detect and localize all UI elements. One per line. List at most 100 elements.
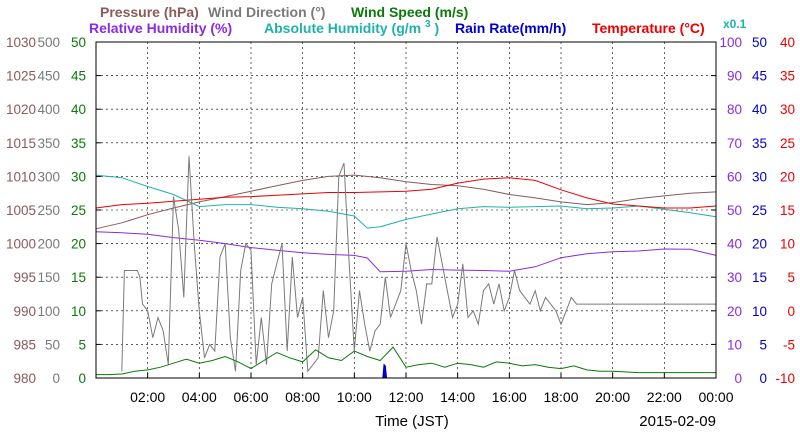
x-tick-label: 06:00 [233,389,268,405]
temperature-tick-label: 25 [780,136,795,151]
wind-direction-tick-label: 0 [52,371,60,386]
date-label: 2015-02-09 [639,413,716,430]
rain-rate-tick-label: 5 [759,337,767,352]
temperature-tick-label: 0 [787,304,795,319]
wind-direction-tick-label: 450 [37,69,60,84]
wind-direction-tick-label: 350 [37,136,60,151]
wind-speed-tick-label: 20 [71,237,86,252]
humidity-tick-label: 80 [727,102,742,117]
legend-absolute-humidity-tail: ) [434,20,439,36]
humidity-tick-label: 10 [727,337,742,352]
legend-row-2: Relative Humidity (%) Absolute Humidity … [89,14,747,36]
humidity-tick-label: 100 [719,35,742,50]
humidity-tick-label: 20 [727,304,742,319]
pressure-tick-label: 1000 [6,237,36,252]
wind-direction-tick-label: 300 [37,169,60,184]
x-tick-label: 16:00 [492,389,527,405]
series-absolute-humidity-g-m-x0-1 [95,174,717,229]
legend-temperature: Temperature (°C) [592,20,705,36]
rain-rate-tick-label: 10 [752,304,767,319]
x-tick-label: 02:00 [130,389,165,405]
rain-rate-tick-label: 40 [752,102,767,117]
series-pressure-hpa [95,174,717,230]
legend-row-1: Pressure (hPa) Wind Direction (°) Wind S… [100,4,468,20]
rain-rate-tick-label: 25 [752,203,767,218]
wind-speed-tick-label: 40 [71,102,86,117]
humidity-tick-label: 70 [727,136,742,151]
temperature-tick-label: 35 [780,69,795,84]
rain-rate-tick-label: 35 [752,136,767,151]
x-tick-label: 20:00 [595,389,630,405]
pressure-tick-label: 995 [13,270,36,285]
x-tick-label: 08:00 [285,389,320,405]
temperature-tick-label: 30 [780,102,795,117]
temperature-tick-label: 15 [780,203,795,218]
axis-ticks: 9809859909951000100510101015102010251030… [6,35,795,405]
humidity-tick-label: 0 [734,371,742,386]
x-tick-label: 22:00 [647,389,682,405]
rain-rate-tick-label: 20 [752,237,767,252]
rain-rate-tick-label: 15 [752,270,767,285]
wind-speed-tick-label: 5 [78,337,86,352]
wind-direction-tick-label: 500 [37,35,60,50]
wind-speed-tick-label: 30 [71,169,86,184]
series-rain-rate-mm-h [382,363,388,379]
wind-direction-tick-label: 100 [37,304,60,319]
wind-speed-tick-label: 10 [71,304,86,319]
plot-frame [95,41,717,379]
wind-speed-tick-label: 45 [71,69,86,84]
pressure-tick-label: 1025 [6,69,36,84]
wind-direction-tick-label: 250 [37,203,60,218]
x-tick-label: 04:00 [182,389,217,405]
legend-rain-rate: Rain Rate(mm/h) [455,20,566,36]
x-axis-label: Time (JST) [375,413,449,430]
legend-wind-direction: Wind Direction (°) [208,4,325,20]
series-lines [95,156,717,379]
pressure-tick-label: 1010 [6,169,36,184]
pressure-tick-label: 980 [13,371,36,386]
pressure-tick-label: 990 [13,304,36,319]
rain-rate-tick-label: 30 [752,169,767,184]
humidity-tick-label: 60 [727,169,742,184]
x-tick-label: 10:00 [337,389,372,405]
rain-rate-tick-label: 0 [759,371,767,386]
humidity-tick-label: 30 [727,270,742,285]
series-relative-humidity [95,231,717,273]
rain-rate-tick-label: 45 [752,69,767,84]
series-wind-speed-m-s [96,346,716,376]
wind-direction-tick-label: 400 [37,102,60,117]
legend-absolute-humidity-sup: 3 [425,19,431,30]
wind-speed-tick-label: 15 [71,270,86,285]
series-wind-direction [121,156,716,373]
pressure-tick-label: 1005 [6,203,36,218]
rain-rate-tick-label: 50 [752,35,767,50]
pressure-tick-label: 1020 [6,102,36,117]
temperature-tick-label: -10 [775,371,795,386]
wind-speed-tick-label: 35 [71,136,86,151]
wind-speed-tick-label: 50 [71,35,86,50]
wind-direction-tick-label: 50 [45,337,60,352]
temperature-tick-label: -5 [783,337,795,352]
grid [96,42,716,378]
pressure-tick-label: 985 [13,337,36,352]
humidity-tick-label: 40 [727,237,742,252]
pressure-tick-label: 1030 [6,35,36,50]
temperature-tick-label: 5 [787,270,795,285]
wind-direction-tick-label: 150 [37,270,60,285]
humidity-tick-label: 90 [727,69,742,84]
x-tick-label: 18:00 [543,389,578,405]
legend-scale-factor: x0.1 [723,17,747,31]
legend-relative-humidity: Relative Humidity (%) [89,20,232,36]
x-tick-label: 14:00 [440,389,475,405]
temperature-tick-label: 40 [780,35,795,50]
legend-pressure: Pressure (hPa) [100,4,199,20]
temperature-tick-label: 10 [780,237,795,252]
legend-wind-speed: Wind Speed (m/s) [351,4,468,20]
pressure-tick-label: 1015 [6,136,36,151]
humidity-tick-label: 50 [727,203,742,218]
wind-direction-tick-label: 200 [37,237,60,252]
wind-speed-tick-label: 0 [78,371,86,386]
x-tick-label: 12:00 [388,389,423,405]
series-temperature-c [95,177,717,209]
